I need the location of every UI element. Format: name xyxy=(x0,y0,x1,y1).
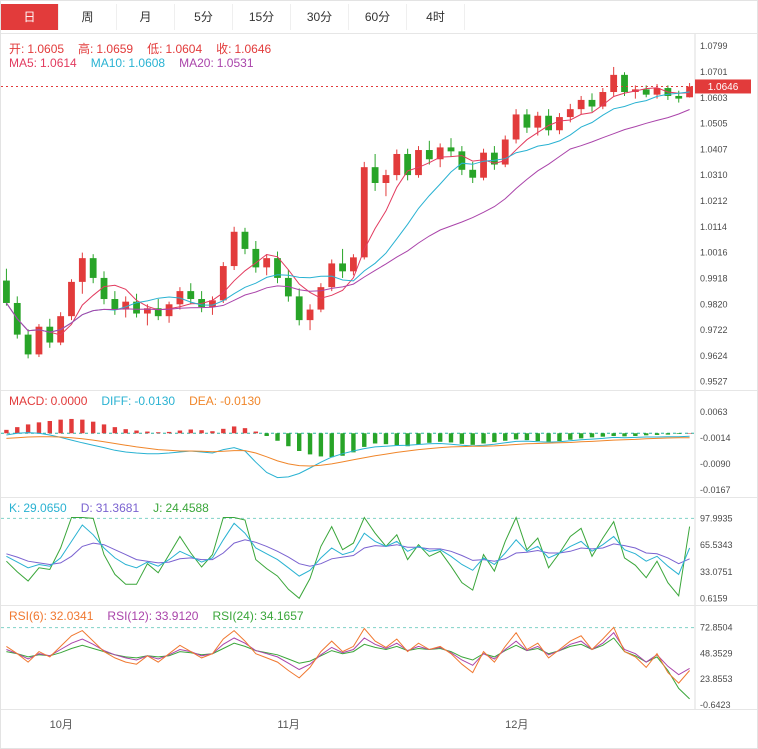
tab-60min[interactable]: 60分 xyxy=(349,4,407,30)
svg-text:1.0701: 1.0701 xyxy=(700,67,728,77)
svg-text:33.0751: 33.0751 xyxy=(700,567,733,577)
svg-text:0.0063: 0.0063 xyxy=(700,407,728,417)
month-label: 12月 xyxy=(505,719,529,731)
macd-chart[interactable]: 0.0063 -0.0014 -0.0090 -0.0167 xyxy=(1,391,757,497)
rsi-panel: RSI(6): 32.0341 RSI(12): 33.9120 RSI(24): 3… xyxy=(1,606,757,710)
main-chart-panel: 开: 1.0605 高: 1.0659 低: 1.0604 收: 1.0646 MA5:… xyxy=(1,34,757,391)
svg-text:72.8504: 72.8504 xyxy=(700,623,733,633)
candles-layer xyxy=(3,66,693,359)
current-price-tag xyxy=(695,79,751,94)
svg-text:-0.0167: -0.0167 xyxy=(700,485,731,495)
svg-text:1.0016: 1.0016 xyxy=(700,248,728,258)
svg-text:97.9935: 97.9935 xyxy=(700,513,733,523)
month-label: 11月 xyxy=(277,719,300,731)
kdj-panel: K: 29.0650 D: 31.3681 J: 24.4588 97.9935 65.… xyxy=(1,498,757,606)
svg-text:1.0114: 1.0114 xyxy=(700,222,727,232)
svg-text:65.5343: 65.5343 xyxy=(700,540,733,550)
svg-text:0.6159: 0.6159 xyxy=(700,594,728,604)
svg-text:23.8553: 23.8553 xyxy=(700,674,733,684)
timeframe-toolbar: 日 周 月 5分 15分 30分 60分 4时 xyxy=(1,1,757,34)
svg-text:1.0799: 1.0799 xyxy=(700,41,728,51)
svg-text:1.0646: 1.0646 xyxy=(708,82,739,93)
svg-text:0.9820: 0.9820 xyxy=(700,299,728,309)
svg-text:1.0603: 1.0603 xyxy=(700,93,728,103)
tab-day[interactable]: 日 xyxy=(1,4,59,30)
svg-text:0.9624: 0.9624 xyxy=(700,351,728,361)
macd-panel: MACD: 0.0000 DIFF: -0.0130 DEA: -0.0130 0.0… xyxy=(1,391,757,498)
kdj-chart[interactable]: 97.9935 65.5343 33.0751 0.6159 xyxy=(1,498,757,605)
svg-text:48.3529: 48.3529 xyxy=(700,648,733,658)
tab-30min[interactable]: 30分 xyxy=(291,4,349,30)
rsi-chart[interactable]: 72.8504 48.3529 23.8553 -0.6423 xyxy=(1,606,757,709)
svg-text:1.0212: 1.0212 xyxy=(700,196,728,206)
tab-month[interactable]: 月 xyxy=(117,4,175,30)
svg-text:-0.0090: -0.0090 xyxy=(700,459,731,469)
tab-5min[interactable]: 5分 xyxy=(175,4,233,30)
tab-week[interactable]: 周 xyxy=(59,4,117,30)
svg-text:0.9722: 0.9722 xyxy=(700,325,728,335)
svg-text:0.9527: 0.9527 xyxy=(700,377,728,387)
svg-text:-0.0014: -0.0014 xyxy=(700,433,731,443)
candlestick-chart[interactable]: 1.0799 1.0701 1.0603 1.0505 1.0407 1.0310 1.02… xyxy=(1,34,757,390)
tab-15min[interactable]: 15分 xyxy=(233,4,291,30)
tab-4hour[interactable]: 4时 xyxy=(407,4,465,30)
svg-text:1.0407: 1.0407 xyxy=(700,145,728,155)
svg-text:-0.6423: -0.6423 xyxy=(700,700,731,709)
time-axis: 10月 11月 12月 xyxy=(1,710,757,748)
svg-text:1.0310: 1.0310 xyxy=(700,170,728,180)
month-label: 10月 xyxy=(49,719,73,731)
svg-text:1.0505: 1.0505 xyxy=(700,119,728,129)
svg-text:0.9918: 0.9918 xyxy=(700,273,728,283)
